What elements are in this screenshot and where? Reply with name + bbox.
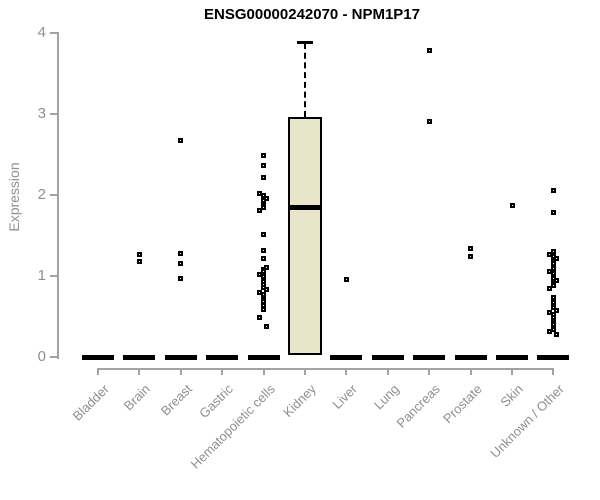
collapsed-box-median	[454, 354, 487, 360]
outlier-point	[261, 255, 267, 261]
collapsed-box-median	[82, 354, 114, 360]
outlier-point	[178, 250, 184, 256]
x-tick	[469, 368, 472, 375]
outlier-point	[178, 138, 184, 144]
outlier-point	[261, 302, 267, 308]
box-body	[288, 117, 322, 356]
y-tick	[50, 113, 57, 115]
outlier-point	[136, 251, 142, 257]
outlier-point	[546, 329, 552, 335]
outlier-point	[468, 254, 474, 260]
x-tick	[511, 368, 513, 375]
outlier-point	[261, 306, 267, 312]
outlier-point	[261, 269, 267, 275]
x-tick	[97, 368, 99, 375]
outlier-point	[257, 314, 263, 320]
outlier-point	[178, 275, 184, 281]
collapsed-box-median	[164, 354, 197, 360]
x-tick	[179, 368, 182, 375]
median-line	[288, 204, 322, 210]
y-tick-label: 1	[37, 267, 46, 284]
collapsed-box-median	[330, 354, 363, 360]
collapsed-box-median	[371, 354, 404, 360]
outlier-point	[550, 326, 556, 332]
x-tick	[221, 368, 224, 375]
x-tick	[428, 368, 431, 375]
y-tick-label: 2	[37, 186, 46, 203]
x-tick	[552, 368, 555, 375]
outlier-point	[550, 283, 556, 289]
outlier-point	[550, 209, 556, 215]
collapsed-box-median	[537, 354, 570, 360]
outlier-point	[261, 175, 267, 181]
collapsed-box-median	[123, 354, 156, 360]
outlier-point	[261, 162, 267, 168]
outlier-point	[509, 203, 515, 209]
x-tick	[138, 368, 141, 375]
outlier-point	[261, 152, 267, 158]
y-axis-line	[57, 32, 59, 359]
outlier-point	[261, 205, 267, 211]
outlier-point	[550, 188, 556, 194]
outlier-point	[468, 245, 474, 251]
outlier-point	[264, 323, 270, 329]
x-tick	[304, 368, 306, 375]
collapsed-box-median	[206, 354, 239, 360]
whisker-line	[304, 42, 306, 118]
outlier-point	[261, 232, 267, 238]
outlier-point	[426, 118, 432, 124]
outlier-point	[550, 266, 556, 272]
outlier-point	[553, 331, 559, 337]
outlier-point	[136, 258, 142, 264]
collapsed-box-median	[413, 354, 446, 360]
collapsed-box-median	[247, 354, 280, 360]
collapsed-box-median	[496, 354, 528, 360]
outlier-point	[264, 287, 270, 293]
y-tick-label: 0	[37, 348, 46, 365]
outlier-point	[550, 249, 556, 255]
x-tick	[345, 368, 348, 375]
outlier-point	[546, 285, 552, 291]
whisker-cap	[297, 41, 313, 45]
y-tick-label: 3	[37, 105, 46, 122]
outlier-point	[178, 260, 184, 266]
outlier-point	[550, 314, 556, 320]
x-tick	[262, 368, 265, 375]
outlier-point	[553, 307, 559, 313]
x-tick	[386, 368, 389, 375]
outlier-point	[426, 47, 432, 53]
outlier-point	[343, 276, 349, 282]
y-tick	[50, 32, 57, 34]
y-tick	[50, 356, 57, 358]
y-tick-label: 4	[37, 24, 46, 41]
chart-title: ENSG00000242070 - NPM1P17	[204, 6, 420, 23]
y-tick	[50, 194, 57, 196]
x-axis-line	[97, 368, 555, 370]
y-tick	[50, 275, 57, 277]
outlier-point	[257, 207, 263, 213]
outlier-point	[261, 247, 267, 253]
